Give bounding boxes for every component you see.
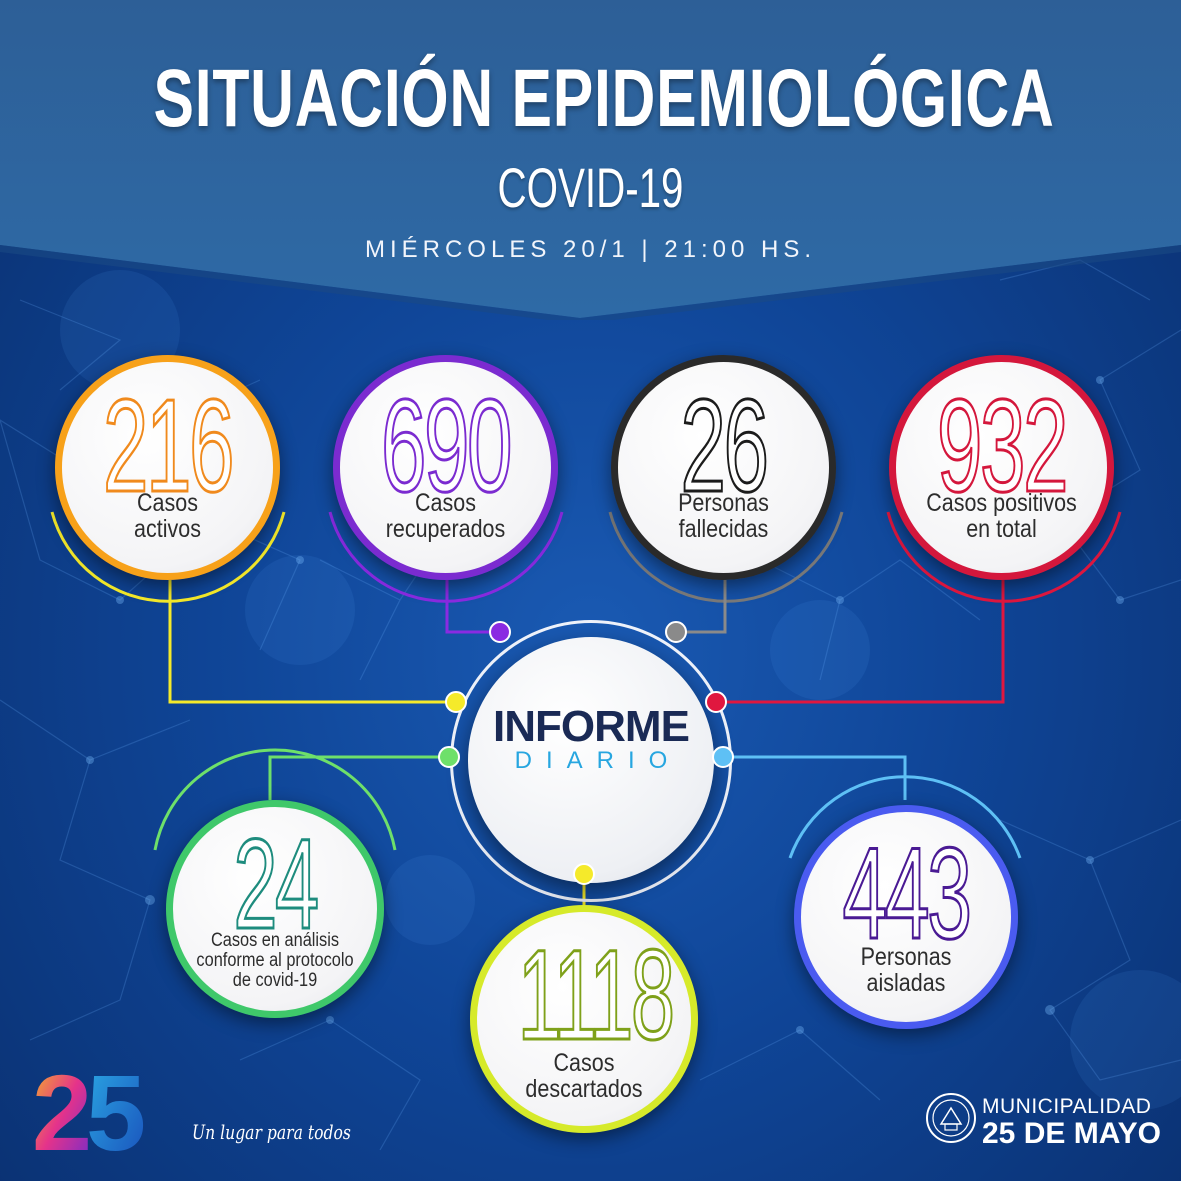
- stat-casos-en-analisis: 24 Casos en análisis conforme al protoco…: [166, 800, 384, 1018]
- stat-value: 1118: [517, 923, 676, 1069]
- svg-text:5: 5: [86, 1052, 146, 1170]
- stat-casos-activos: 216 Casos activos: [55, 355, 280, 580]
- stat-label: Casos positivos: [926, 489, 1077, 517]
- header-banner: [0, 0, 1181, 320]
- connector-dot: [665, 621, 687, 643]
- slogan: Un lugar para todos: [192, 1120, 351, 1144]
- stat-label: descartados: [525, 1075, 643, 1103]
- center-subtitle: DIARIO: [514, 747, 682, 774]
- municipal-seal-icon: [926, 1093, 976, 1143]
- stat-label: recuperados: [385, 515, 506, 543]
- stat-label: conforme al protocolo: [196, 950, 354, 971]
- connector-dot: [438, 746, 460, 768]
- stat-casos-descartados: 1118 Casos descartados: [470, 905, 698, 1133]
- stat-label: Casos en análisis: [210, 930, 340, 951]
- page-title: SITUACIÓN EPIDEMIOLÓGICA: [153, 53, 1055, 144]
- stat-value: 24: [232, 812, 320, 958]
- connector-dot: [489, 621, 511, 643]
- connector-dot: [705, 691, 727, 713]
- municipality-name: 25 DE MAYO: [982, 1117, 1161, 1150]
- stat-label: en total: [966, 515, 1037, 543]
- center-title: INFORME: [493, 702, 690, 751]
- stat-label: aisladas: [866, 969, 946, 997]
- page-subtitle: COVID-19: [497, 156, 684, 219]
- stat-casos-positivos: 932 Casos positivos en total: [889, 355, 1114, 580]
- stat-label: fallecidas: [678, 515, 769, 543]
- stat-value: 26: [680, 371, 770, 521]
- stat-label: Personas: [678, 489, 769, 517]
- stat-value: 932: [936, 371, 1069, 521]
- informe-diario-badge: INFORME DIARIO: [468, 637, 714, 883]
- connector-dot: [573, 863, 595, 885]
- stat-label: Casos: [553, 1049, 615, 1077]
- svg-text:2: 2: [32, 1052, 92, 1170]
- connector-dot: [445, 691, 467, 713]
- stat-label: de covid-19: [232, 970, 318, 991]
- stat-label: Personas: [860, 943, 952, 971]
- stat-casos-recuperados: 690 Casos recuperados: [333, 355, 558, 580]
- stat-personas-fallecidas: 26 Personas fallecidas: [611, 355, 836, 580]
- stat-value: 443: [842, 819, 973, 968]
- stat-label: activos: [134, 515, 201, 543]
- stat-personas-aisladas: 443 Personas aisladas: [794, 805, 1018, 1029]
- stat-value: 690: [380, 371, 513, 521]
- connector-dot: [712, 746, 734, 768]
- report-date: MIÉRCOLES 20/1 | 21:00 HS.: [364, 236, 817, 263]
- logo-25-icon: 2 5: [32, 1052, 146, 1170]
- stat-label: Casos: [137, 489, 198, 517]
- stat-value: 216: [102, 371, 235, 521]
- stat-label: Casos: [415, 489, 476, 517]
- municipality-label: MUNICIPALIDAD: [982, 1095, 1152, 1118]
